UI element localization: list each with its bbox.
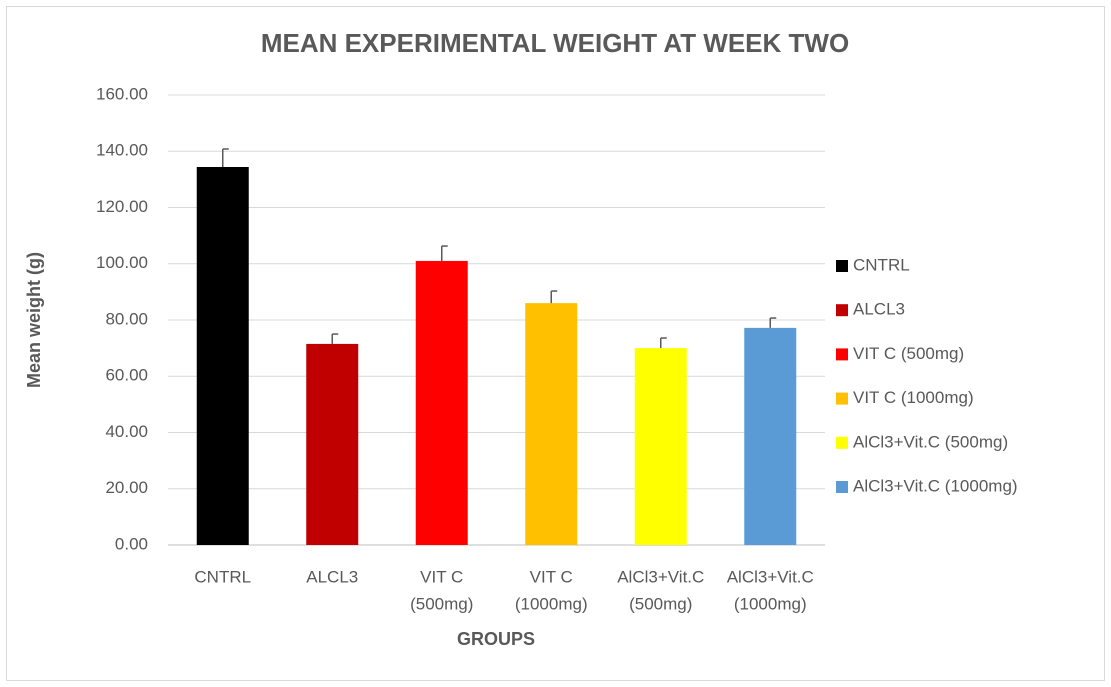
bar <box>744 327 797 545</box>
bar <box>525 303 578 545</box>
legend-swatch <box>836 392 848 405</box>
bar <box>196 167 249 545</box>
y-tick-label: 140.00 <box>96 141 148 160</box>
legend-label: ALCL3 <box>853 300 905 319</box>
x-tick-label: (1000mg) <box>515 594 588 613</box>
bar <box>306 343 359 545</box>
x-tick-label: AlCl3+Vit.C <box>617 567 704 586</box>
y-tick-label: 80.00 <box>105 309 148 328</box>
y-tick-label: 0.00 <box>115 534 148 553</box>
bar <box>415 260 468 545</box>
y-tick-label: 160.00 <box>96 84 148 103</box>
legend-label: CNTRL <box>853 255 910 274</box>
legend-label: VIT C (1000mg) <box>853 388 974 407</box>
legend-label: AlCl3+Vit.C (500mg) <box>853 432 1008 451</box>
y-tick-label: 60.00 <box>105 366 148 385</box>
legend-swatch <box>836 436 848 449</box>
x-tick-label: CNTRL <box>194 567 251 586</box>
y-tick-label: 20.00 <box>105 478 148 497</box>
legend-swatch <box>836 348 848 361</box>
legend-swatch <box>836 481 848 493</box>
y-tick-label: 120.00 <box>96 197 148 216</box>
x-tick-label: VIT C <box>420 567 463 586</box>
chart-title: MEAN EXPERIMENTAL WEIGHT AT WEEK TWO <box>261 28 849 58</box>
y-tick-label: 100.00 <box>96 253 148 272</box>
legend-swatch <box>836 260 848 272</box>
x-axis-title: GROUPS <box>457 629 535 649</box>
x-tick-label: VIT C <box>530 567 573 586</box>
y-tick-label: 40.00 <box>105 422 148 441</box>
x-tick-label: ALCL3 <box>306 567 358 586</box>
x-tick-label: (500mg) <box>410 594 473 613</box>
x-tick-label: (500mg) <box>629 594 692 613</box>
x-tick-label: (1000mg) <box>734 594 807 613</box>
x-tick-label: AlCl3+Vit.C <box>727 567 814 586</box>
legend-label: AlCl3+Vit.C (1000mg) <box>853 476 1018 495</box>
bar <box>634 348 687 545</box>
y-axis-title: Mean weight (g) <box>24 252 44 388</box>
legend-label: VIT C (500mg) <box>853 344 964 363</box>
legend-swatch <box>836 304 848 317</box>
